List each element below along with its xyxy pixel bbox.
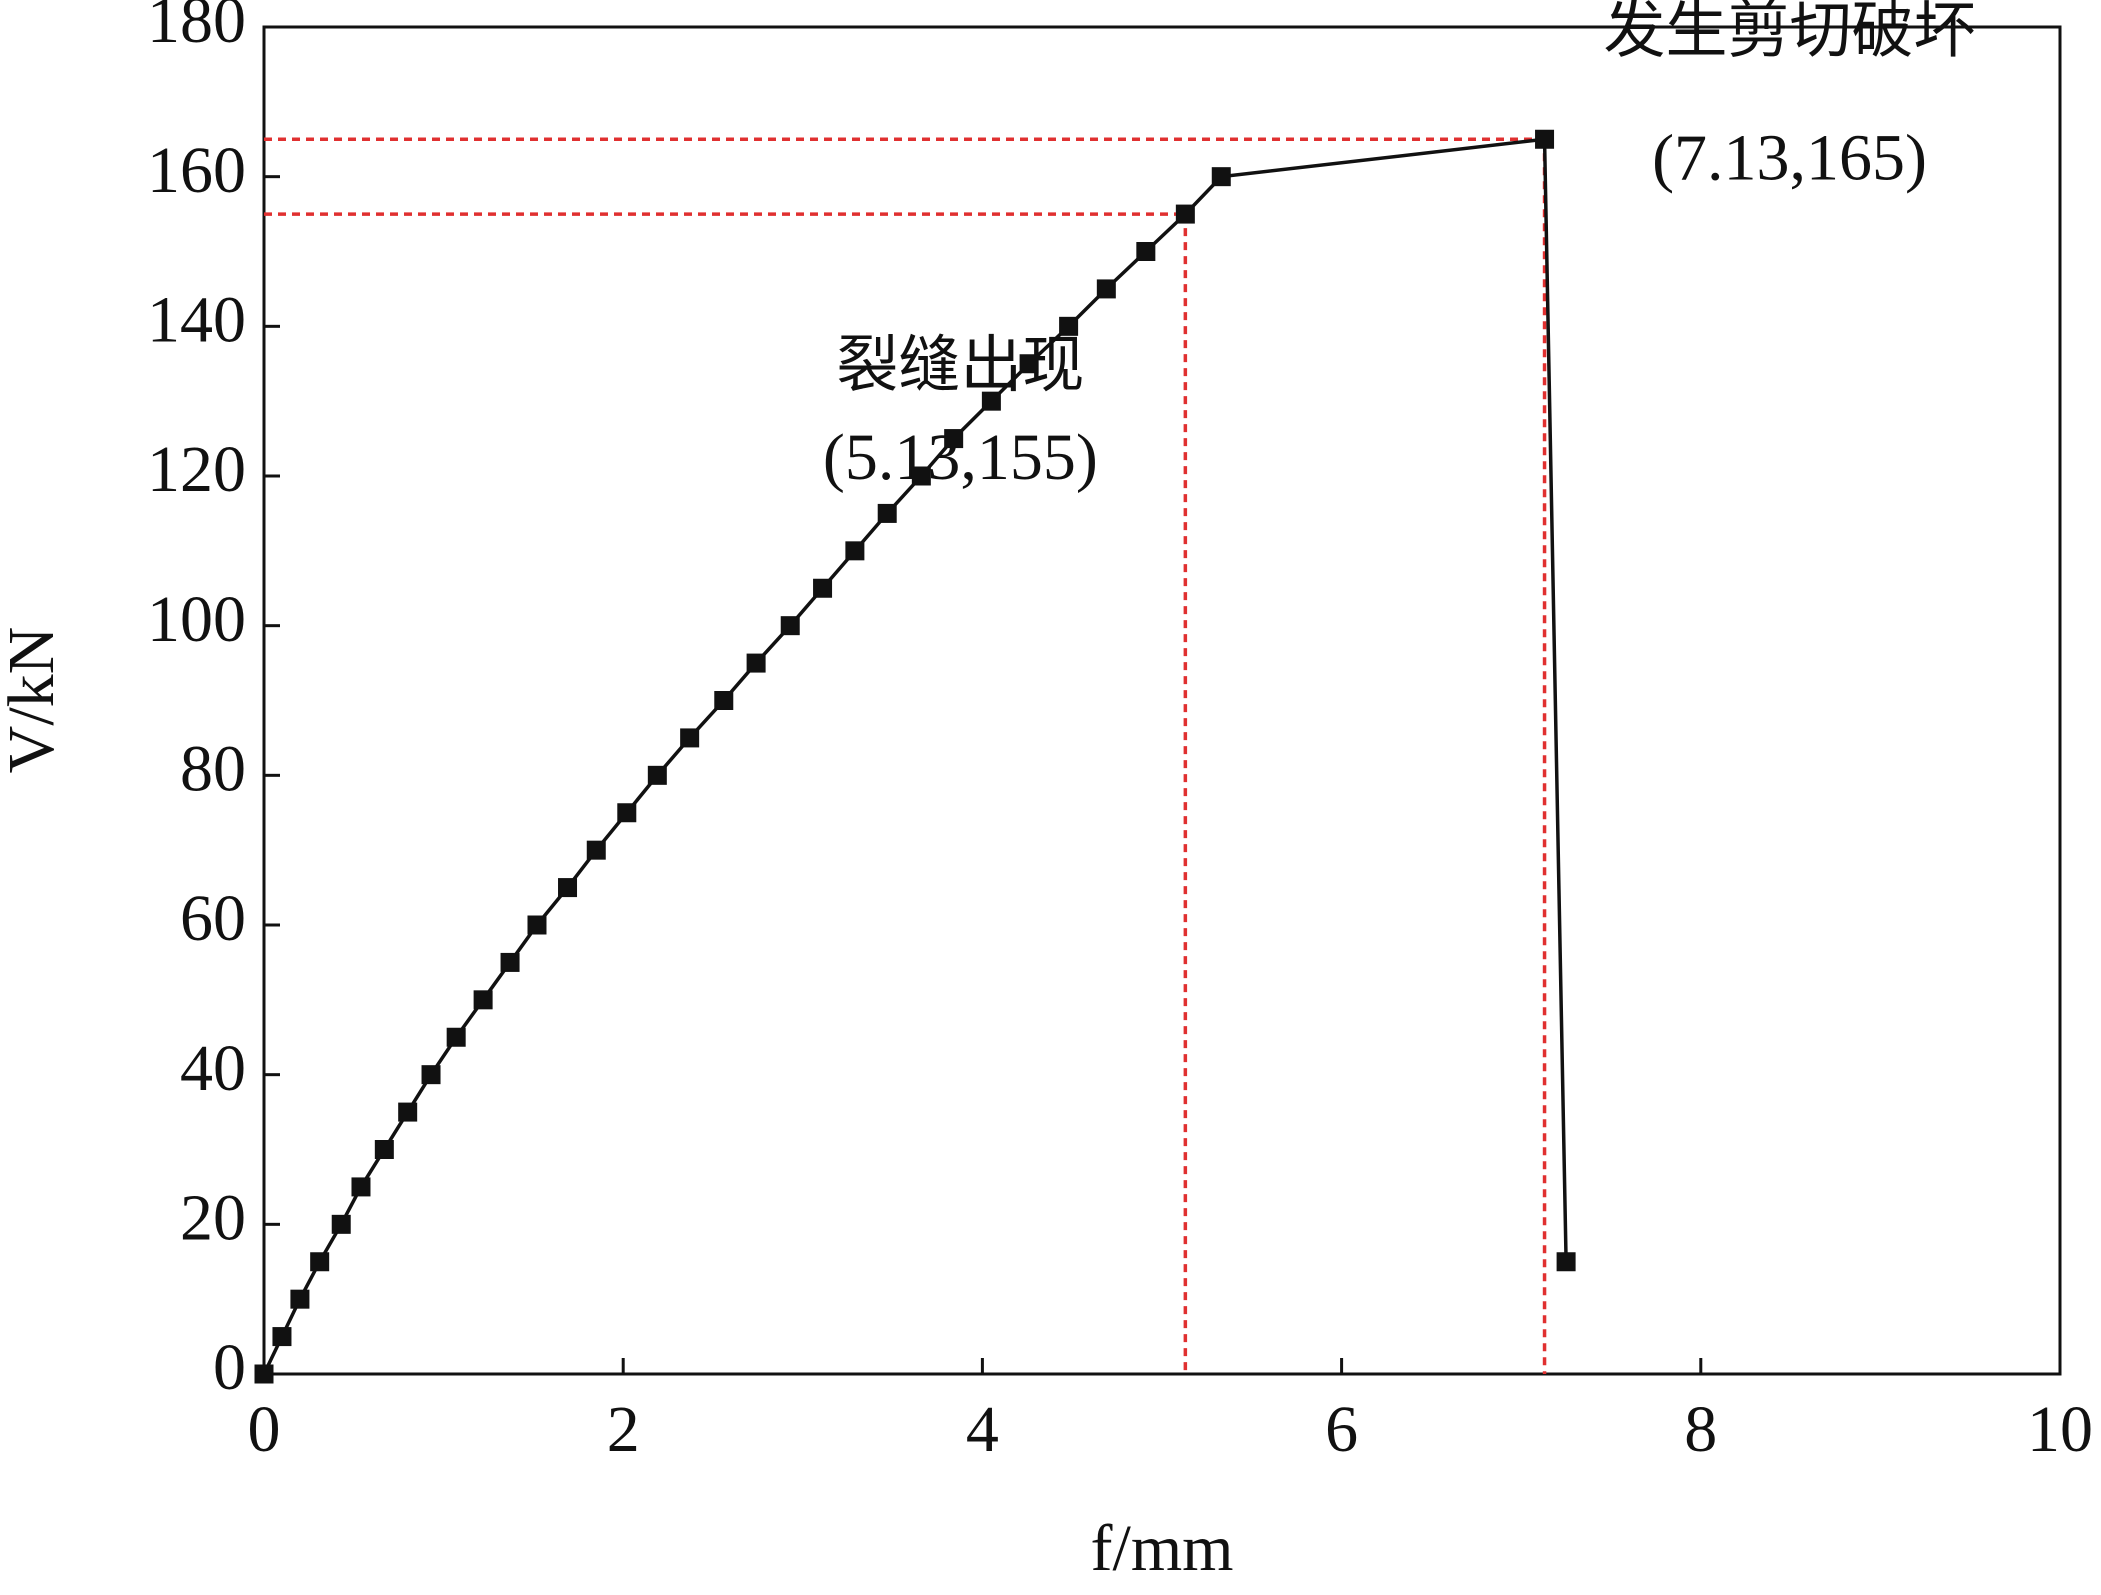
data-point: [714, 691, 734, 710]
data-point: [351, 1177, 371, 1197]
data-point: [1556, 1252, 1576, 1272]
data-point: [586, 840, 606, 860]
y-axis-label: V/kN: [0, 627, 68, 774]
data-point: [374, 1140, 394, 1159]
data-point: [1136, 242, 1156, 261]
y-tick-label: 60: [180, 882, 246, 955]
y-tick-label: 120: [147, 433, 246, 506]
y-tick-label: 80: [180, 732, 246, 805]
data-point: [647, 765, 667, 785]
x-tick-label: 4: [966, 1393, 999, 1466]
annotation-text: 裂缝出现: [836, 328, 1084, 401]
data-point: [421, 1065, 441, 1085]
data-point: [1019, 354, 1039, 374]
data-point: [845, 541, 865, 561]
annotation-text: 发生剪切破坏: [1604, 0, 1976, 66]
data-point: [446, 1027, 466, 1047]
plot-frame: [262, 25, 2062, 1376]
x-tick-label: 8: [1684, 1393, 1717, 1466]
y-tick-label: 160: [147, 134, 246, 207]
data-point: [1211, 167, 1231, 187]
data-point: [331, 1214, 351, 1234]
x-tick-label: 10: [2027, 1393, 2093, 1466]
y-tick-label: 100: [147, 583, 246, 656]
x-tick-label: 6: [1325, 1393, 1358, 1466]
data-line: [262, 137, 1568, 1375]
data-point: [1096, 279, 1116, 299]
x-axis-label: f/mm: [1091, 1512, 1234, 1585]
data-point: [877, 503, 897, 523]
data-point: [617, 803, 637, 823]
data-point: [780, 616, 800, 636]
data-point: [911, 466, 931, 486]
data-point: [1175, 204, 1195, 224]
y-tick-label: 180: [147, 0, 246, 57]
x-tick-label: 2: [607, 1393, 640, 1466]
data-point: [272, 1327, 292, 1347]
y-tick-label: 40: [180, 1032, 246, 1105]
data-point: [398, 1102, 418, 1122]
data-point: [254, 1364, 274, 1384]
data-point: [500, 952, 520, 972]
data-point: [813, 578, 833, 598]
data-point: [746, 653, 766, 673]
data-point: [473, 990, 493, 1010]
data-point: [981, 391, 1001, 411]
y-tick-label: 20: [180, 1181, 246, 1254]
data-point: [944, 429, 964, 449]
data-point: [1059, 316, 1079, 336]
y-tick-label: 0: [213, 1331, 246, 1404]
data-point: [527, 915, 547, 935]
data-point: [310, 1252, 330, 1272]
x-tick-label: 0: [248, 1393, 281, 1466]
data-point: [680, 728, 700, 748]
data-point: [558, 878, 578, 898]
annotation-label: (7.13,165): [1652, 121, 1927, 194]
data-point: [1535, 129, 1555, 149]
y-tick-label: 140: [147, 283, 246, 356]
data-point: [290, 1289, 310, 1309]
